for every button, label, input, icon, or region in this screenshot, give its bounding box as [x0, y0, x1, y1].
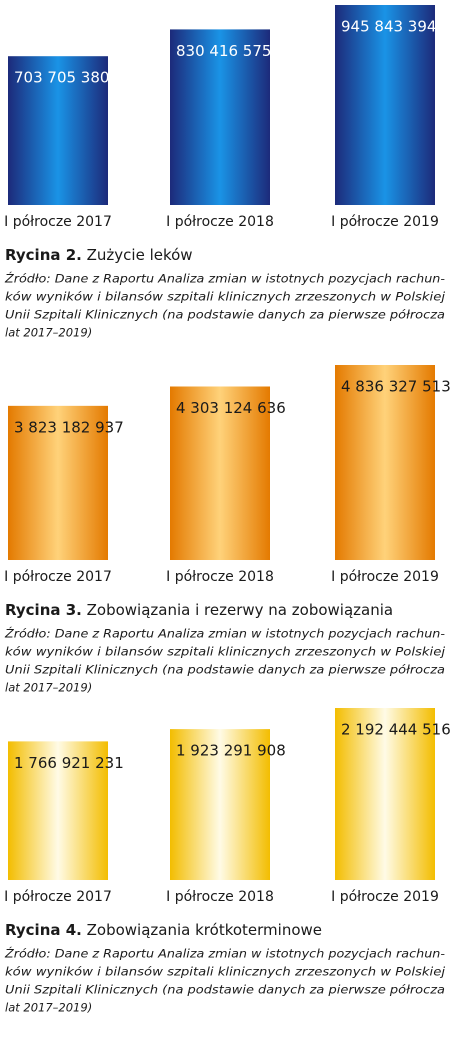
value-label: 2 192 444 516 [341, 721, 451, 739]
category-label: I półrocze 2018 [166, 214, 274, 230]
source-line: Unii Szpitali Klinicznych (na podstawie … [5, 308, 445, 322]
bar [335, 365, 435, 560]
bar [170, 729, 270, 880]
category-label: I półrocze 2017 [4, 569, 112, 585]
source-line: Źródło: Dane z Raportu Analiza zmian w i… [4, 271, 445, 286]
caption: Rycina 3. Zobowiązania i rezerwy na zobo… [5, 601, 393, 619]
bar [8, 56, 108, 206]
caption-label: Rycina 3. [5, 601, 82, 619]
caption-text: Zobowiązania krótkoterminowe [87, 921, 322, 939]
source-line: lat 2017–2019) [5, 326, 92, 340]
source-line: ków wyników i bilansów szpitali kliniczn… [5, 290, 446, 304]
bar [170, 29, 270, 206]
source-line: Unii Szpitali Klinicznych (na podstawie … [5, 983, 445, 997]
source-line: Unii Szpitali Klinicznych (na podstawie … [5, 663, 445, 677]
caption-text: Zobowiązania i rezerwy na zobowiązania [87, 601, 393, 619]
caption-text: Zużycie leków [87, 246, 193, 264]
bar [8, 405, 108, 560]
caption-label: Rycina 4. [5, 921, 82, 939]
value-label: 1 766 921 231 [14, 754, 124, 772]
bar [170, 386, 270, 560]
bar [8, 741, 108, 880]
bar [335, 5, 435, 205]
category-label: I półrocze 2018 [166, 569, 274, 585]
source-line: Źródło: Dane z Raportu Analiza zmian w i… [4, 946, 445, 961]
value-label: 4 836 327 513 [341, 378, 451, 396]
category-label: I półrocze 2017 [4, 889, 112, 905]
value-label: 945 843 394 [341, 18, 436, 36]
source-line: Źródło: Dane z Raportu Analiza zmian w i… [4, 626, 445, 641]
value-label: 3 823 182 937 [14, 418, 124, 436]
source-line: lat 2017–2019) [5, 681, 92, 695]
caption: Rycina 4. Zobowiązania krótkoterminowe [5, 921, 322, 939]
value-label: 1 923 291 908 [176, 742, 286, 760]
value-label: 703 705 380 [14, 69, 109, 87]
category-label: I półrocze 2019 [331, 569, 439, 585]
category-label: I półrocze 2018 [166, 889, 274, 905]
source-line: ków wyników i bilansów szpitali kliniczn… [5, 645, 446, 659]
category-label: I półrocze 2019 [331, 214, 439, 230]
value-label: 830 416 575 [176, 42, 271, 60]
bar [335, 708, 435, 880]
caption: Rycina 2. Zużycie leków [5, 246, 193, 264]
source-line: lat 2017–2019) [5, 1001, 92, 1015]
value-label: 4 303 124 636 [176, 399, 286, 417]
source-line: ków wyników i bilansów szpitali kliniczn… [5, 965, 446, 979]
category-label: I półrocze 2017 [4, 214, 112, 230]
caption-label: Rycina 2. [5, 246, 82, 264]
category-label: I półrocze 2019 [331, 889, 439, 905]
